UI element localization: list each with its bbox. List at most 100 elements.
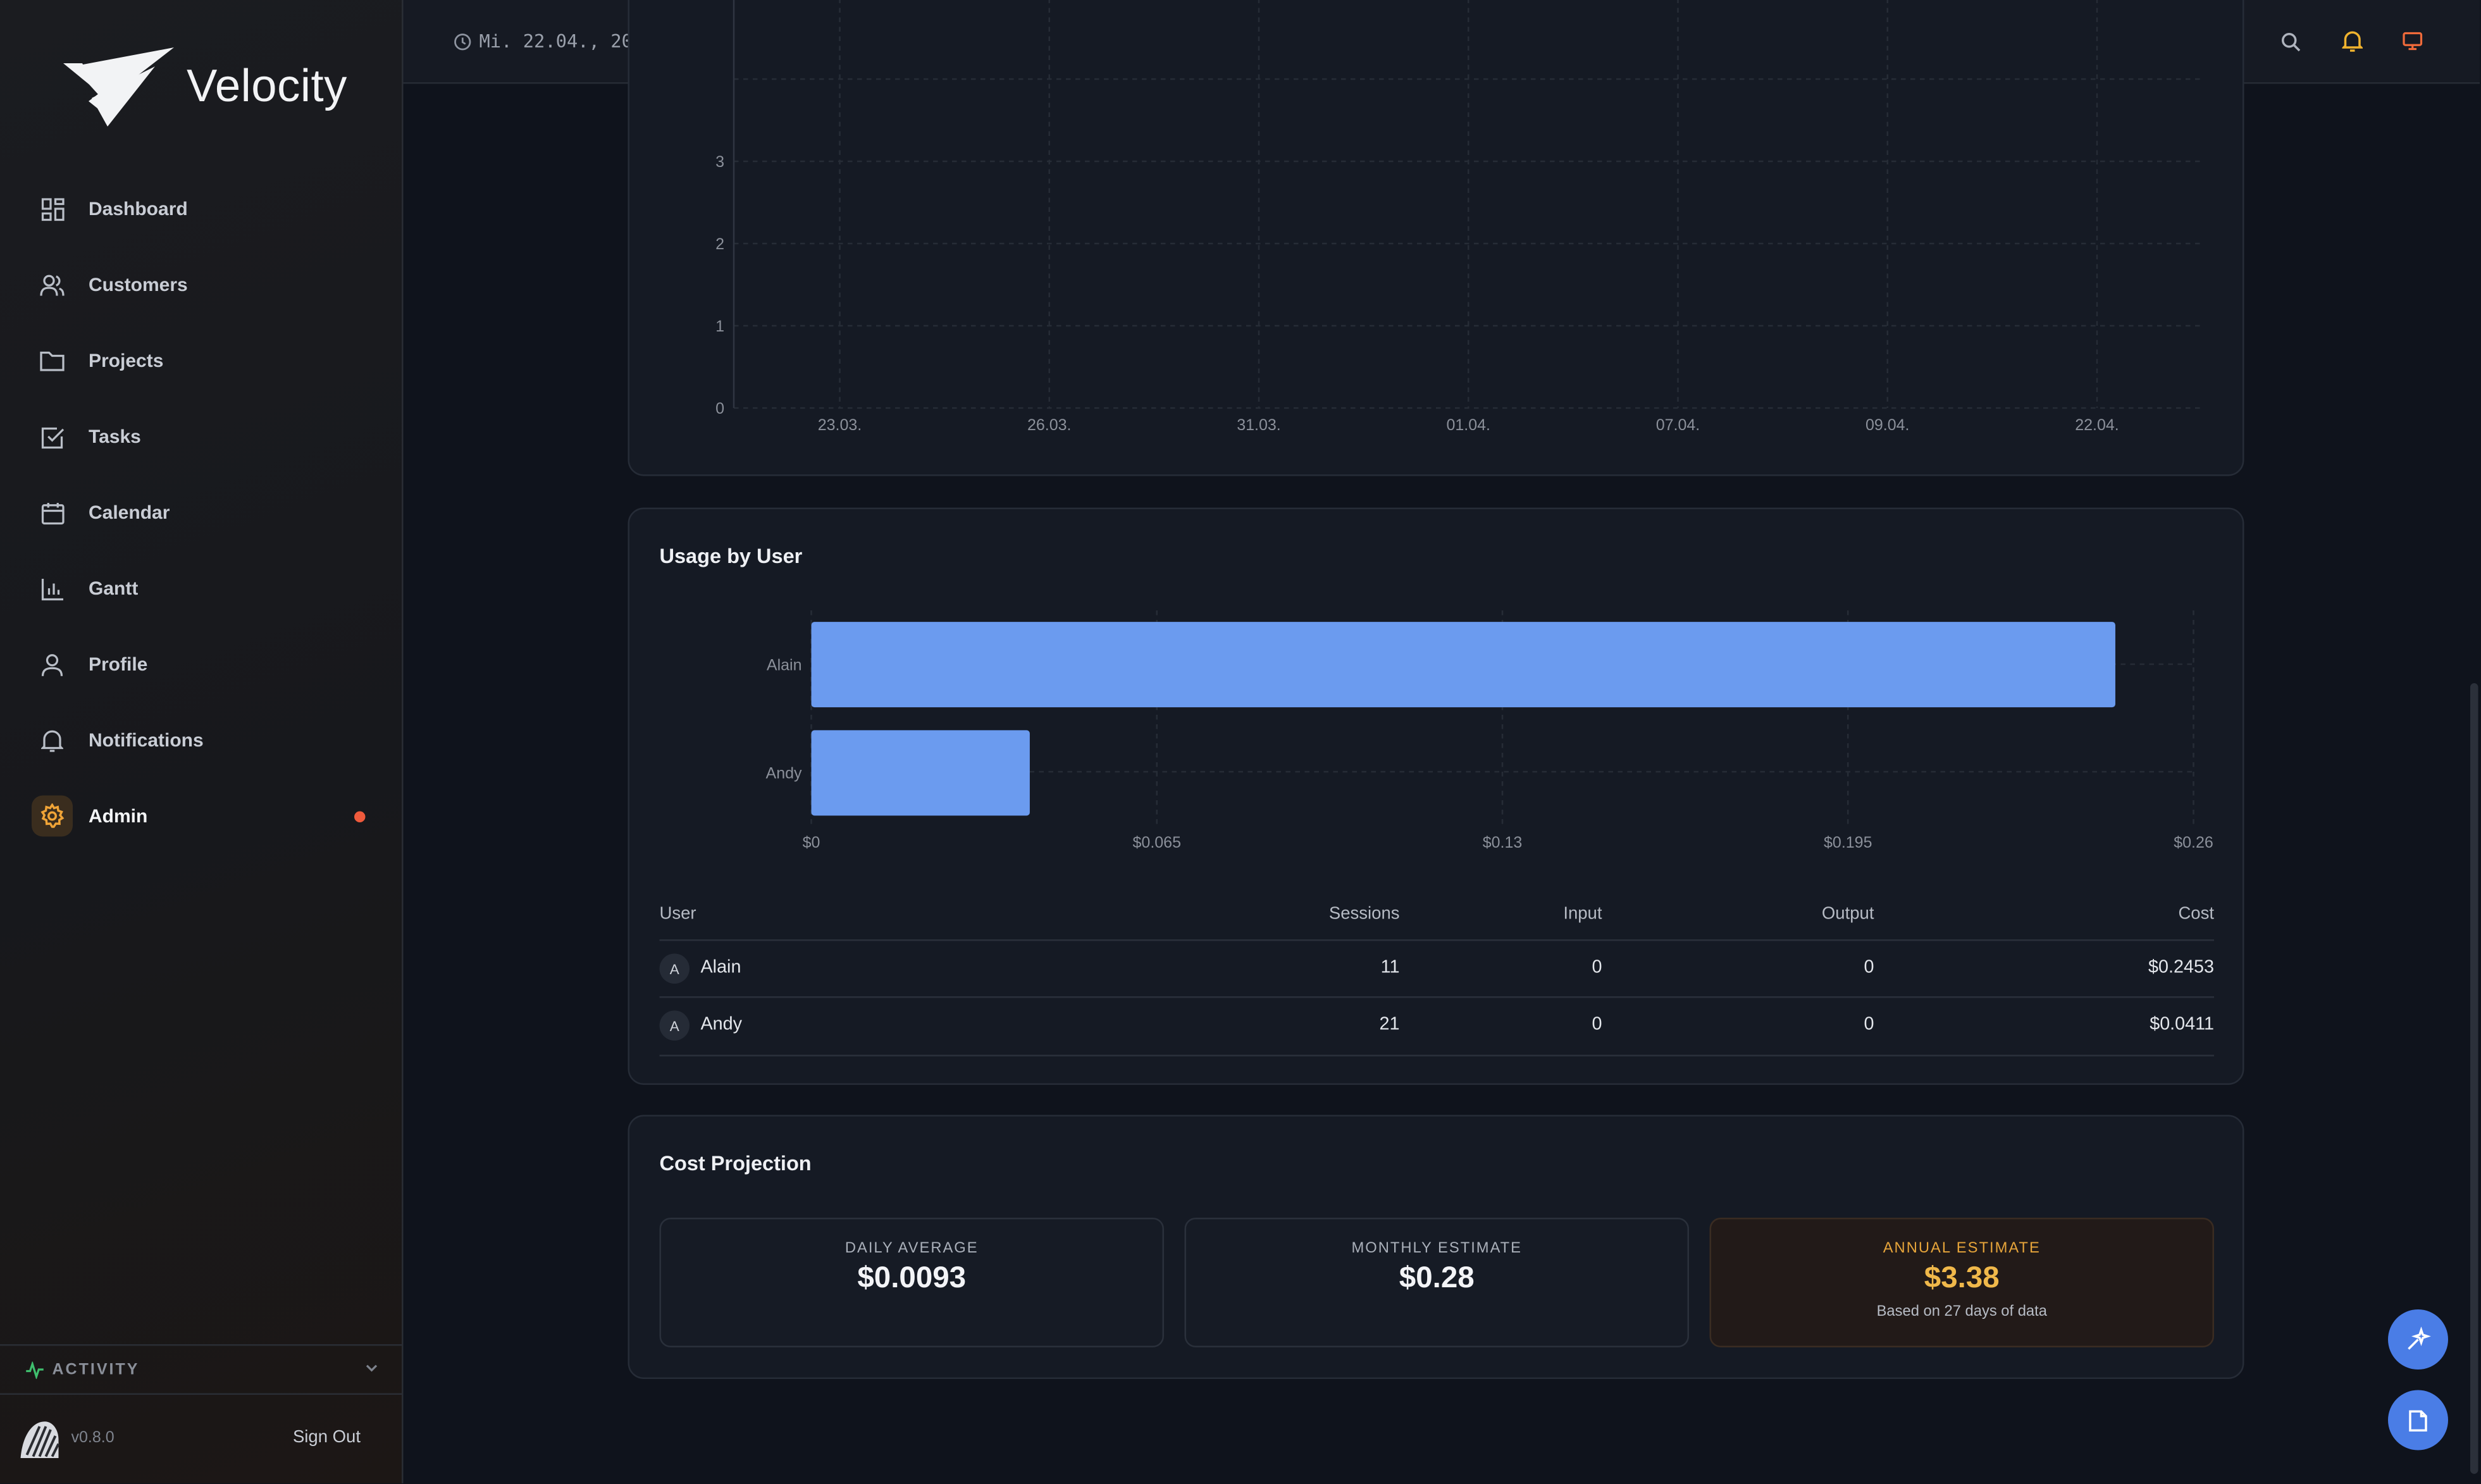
monitor-icon: [2402, 32, 2422, 51]
card-title: Cost Projection: [659, 1151, 812, 1175]
daily-average-tile: DAILY AVERAGE $0.0093: [659, 1218, 1164, 1347]
sidebar-item-profile[interactable]: Profile: [32, 639, 380, 689]
ai-assistant-button[interactable]: [2388, 1309, 2448, 1370]
sidebar-item-tasks[interactable]: Tasks: [32, 411, 380, 462]
user-icon: [40, 652, 65, 677]
y-tick-label: 2: [715, 235, 724, 253]
zebra-avatar-icon[interactable]: [18, 1417, 62, 1461]
activity-toggle[interactable]: ACTIVITY: [0, 1344, 402, 1395]
cost-projection-card: Cost Projection DAILY AVERAGE $0.0093 MO…: [628, 1115, 2244, 1379]
usage-by-user-chart: $0 $0.065 $0.13 $0.195 $0.26 Alain Andy: [766, 610, 2213, 851]
sidebar-nav: Dashboard Customers Projects Tasks: [32, 183, 380, 867]
search-button[interactable]: [2276, 27, 2305, 56]
notes-button[interactable]: [2388, 1390, 2448, 1450]
bell-icon: [40, 727, 65, 753]
sidebar-item-label: Notifications: [89, 729, 204, 751]
column-header-sessions: Sessions: [1328, 905, 1400, 924]
sidebar-item-calendar[interactable]: Calendar: [32, 487, 380, 538]
user-avatar: A: [659, 953, 690, 984]
sign-out-button[interactable]: Sign Out: [292, 1428, 361, 1447]
sidebar-item-label: Projects: [89, 349, 164, 372]
sidebar-item-projects[interactable]: Projects: [32, 335, 380, 386]
sessions-value: 11: [1380, 958, 1400, 977]
sidebar-item-label: Tasks: [89, 425, 141, 448]
sidebar-item-label: Customers: [89, 273, 188, 296]
display-button[interactable]: [2397, 27, 2426, 56]
usage-over-time-chart: 23.03. 26.03. 31.03. 01.04. 07.04. 09.04. 22.0…: [715, 0, 2201, 434]
tile-value: $3.38: [1924, 1262, 2000, 1295]
clock-icon: [454, 32, 471, 50]
users-icon: [40, 272, 65, 297]
bell-icon: [2341, 31, 2362, 52]
x-tick-label: $0: [803, 834, 820, 851]
column-header-cost: Cost: [2178, 905, 2214, 924]
x-tick-label: $0.065: [1133, 834, 1181, 851]
x-tick-label: 01.04.: [1446, 416, 1490, 434]
table-row[interactable]: A Andy 21 0 0 $0.0411: [659, 996, 2214, 1056]
x-tick-label: 09.04.: [1865, 416, 1910, 434]
input-value: 0: [1592, 958, 1602, 977]
y-category-label: Andy: [766, 765, 802, 782]
calendar-icon: [40, 500, 65, 525]
table-row[interactable]: A Alain 11 0 0 $0.2453: [659, 939, 2214, 998]
bar-andy: [811, 730, 1030, 816]
notifications-button[interactable]: [2337, 27, 2366, 56]
sidebar-item-label: Calendar: [89, 501, 170, 524]
input-value: 0: [1592, 1015, 1602, 1034]
y-tick-label: 3: [715, 153, 724, 171]
x-tick-label: 23.03.: [818, 416, 862, 434]
x-tick-label: $0.13: [1483, 834, 1523, 851]
sidebar-item-label: Dashboard: [89, 197, 188, 220]
output-value: 0: [1864, 1015, 1874, 1034]
search-icon: [2280, 32, 2299, 51]
tile-value: $0.0093: [857, 1262, 967, 1295]
tile-value: $0.28: [1399, 1262, 1475, 1295]
activity-pulse-icon: [26, 1361, 44, 1378]
sidebar-item-notifications[interactable]: Notifications: [32, 715, 380, 765]
app-logo[interactable]: Velocity: [60, 44, 347, 130]
user-avatar: A: [659, 1010, 690, 1041]
x-tick-label: 07.04.: [1656, 416, 1700, 434]
sidebar-item-customers[interactable]: Customers: [32, 259, 380, 310]
x-tick-label: 31.03.: [1237, 416, 1281, 434]
sidebar-item-gantt[interactable]: Gantt: [32, 563, 380, 614]
x-tick-label: $0.195: [1824, 834, 1872, 851]
sidebar-item-admin[interactable]: Admin: [32, 791, 380, 841]
tile-label: DAILY AVERAGE: [845, 1240, 979, 1258]
output-value: 0: [1864, 958, 1874, 977]
x-tick-label: 26.03.: [1027, 416, 1072, 434]
y-tick-label: 1: [715, 318, 724, 335]
tile-label: MONTHLY ESTIMATE: [1351, 1240, 1523, 1258]
cost-value: $0.0411: [2150, 1015, 2214, 1034]
sidebar-item-dashboard[interactable]: Dashboard: [32, 183, 380, 234]
app-version: v0.8.0: [71, 1430, 114, 1447]
activity-label: ACTIVITY: [52, 1361, 140, 1378]
tile-label: ANNUAL ESTIMATE: [1883, 1240, 2041, 1258]
sidebar-item-label: Gantt: [89, 577, 139, 600]
y-category-label: Alain: [767, 656, 802, 674]
bar-alain: [811, 622, 2115, 708]
bar-chart-icon: [40, 576, 65, 601]
folder-icon: [40, 348, 65, 373]
sidebar-item-label: Admin: [89, 805, 148, 827]
sessions-value: 21: [1379, 1015, 1400, 1034]
column-header-input: Input: [1563, 905, 1602, 924]
x-tick-label: $0.26: [2174, 834, 2213, 851]
sparkle-icon: [2408, 1326, 2431, 1350]
chevron-down-icon: [366, 1364, 378, 1372]
dashboard-icon: [40, 196, 65, 221]
column-header-output: Output: [1821, 905, 1874, 924]
app-name: Velocity: [187, 61, 347, 112]
column-header-user: User: [659, 905, 696, 924]
user-name: Andy: [700, 1015, 743, 1034]
note-icon: [2409, 1409, 2427, 1431]
sidebar: Velocity Dashboard Customers Projects: [0, 0, 404, 1483]
y-tick-label: 0: [715, 400, 724, 417]
gear-icon: [32, 795, 73, 837]
cost-value: $0.2453: [2148, 958, 2214, 977]
x-tick-label: 22.04.: [2075, 416, 2119, 434]
checkbox-icon: [40, 424, 65, 449]
scrollbar[interactable]: [2470, 683, 2478, 1474]
usage-over-time-card: 23.03. 26.03. 31.03. 01.04. 07.04. 09.04. 22.0…: [628, 0, 2244, 476]
sidebar-item-label: Profile: [89, 653, 148, 676]
